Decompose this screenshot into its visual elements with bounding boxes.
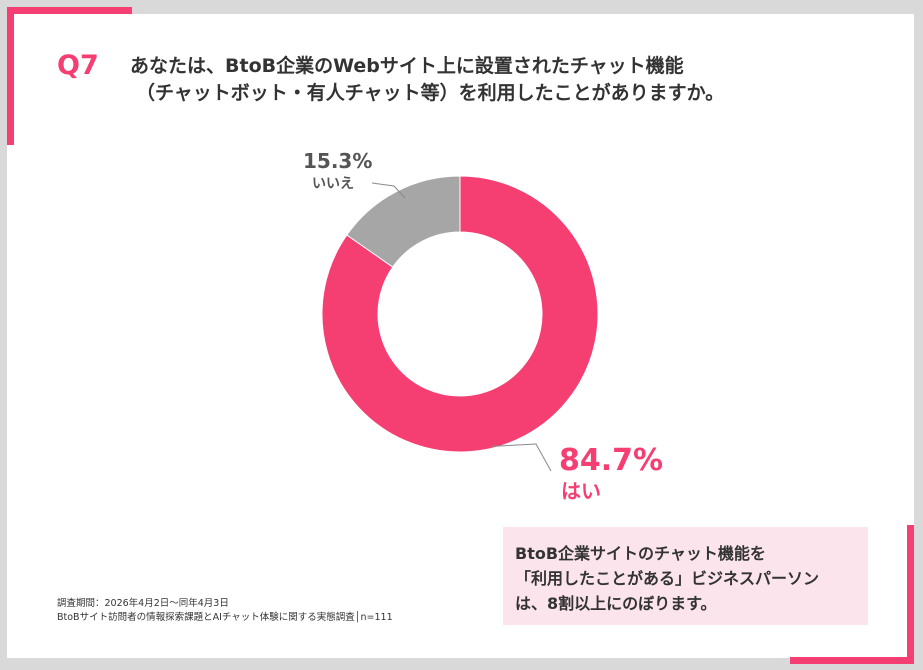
note-line-3: は、8割以上にのぼります。: [515, 594, 717, 613]
survey-footer: 調査期間：2026年4月2日〜同年4月3日 BtoBサイト訪問者の情報探索課題と…: [57, 597, 393, 625]
survey-name: BtoBサイト訪問者の情報探索課題とAIチャット体験に関する実態調査│n=111: [57, 612, 393, 623]
value-label-0: 84.7%: [559, 443, 663, 478]
value-label-1: 15.3%: [303, 149, 372, 173]
bottom-right-accent-bar-h: [790, 657, 914, 664]
note-line-1: BtoB企業サイトのチャット機能を: [515, 544, 766, 563]
top-left-accent-bar-v: [7, 7, 14, 145]
category-label-1: いいえ: [312, 176, 354, 192]
leader-line-1: [371, 182, 406, 199]
survey-period: 調査期間：2026年4月2日〜同年4月3日: [57, 598, 229, 609]
question-line-2: （チャットボット・有人チャット等）を利用したことがありますか。: [136, 82, 725, 104]
question-number: Q7: [57, 50, 99, 81]
question-line-1: あなたは、BtoB企業のWebサイト上に設置されたチャット機能: [130, 55, 684, 77]
slice-1: [346, 175, 461, 268]
bottom-right-accent-bar-v: [907, 525, 914, 664]
note-line-2: 「利用したことがある」ビジネスパーソン: [515, 569, 820, 588]
leader-line-0: [491, 443, 552, 472]
summary-note: BtoB企業サイトのチャット機能を 「利用したことがある」ビジネスパーソン は、…: [503, 527, 868, 625]
slice-0: [321, 175, 599, 453]
top-left-accent-bar-h: [7, 7, 132, 14]
category-label-0: はい: [561, 479, 601, 503]
question-text: あなたは、BtoB企業のWebサイト上に設置されたチャット機能 （チャットボット…: [130, 53, 850, 107]
